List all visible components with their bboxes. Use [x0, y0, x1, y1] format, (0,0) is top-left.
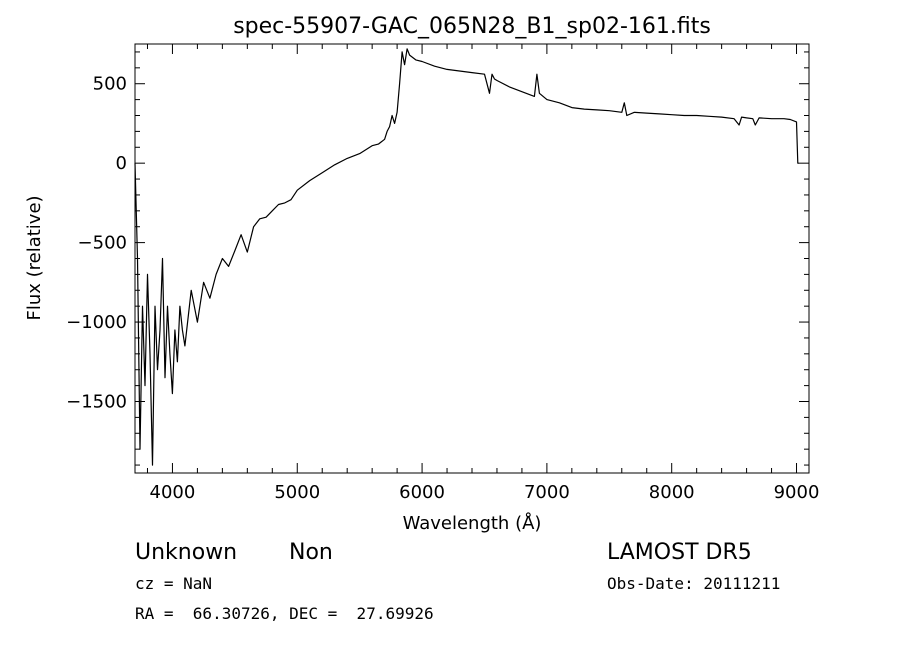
x-tick-label: 6000: [399, 482, 445, 503]
spectrum-line: [134, 48, 799, 466]
y-tick-label: 500: [93, 74, 127, 95]
axis-ticks: [135, 44, 809, 473]
object-subclass: Non: [289, 540, 333, 565]
y-tick-label: −1500: [66, 392, 127, 413]
y-tick-labels: −1500 −1000 −500 0 500: [66, 74, 127, 413]
x-tick-labels: 4000 5000 6000 7000 8000 9000: [150, 482, 820, 503]
x-tick-label: 7000: [524, 482, 570, 503]
radec-text: RA = 66.30726, DEC = 27.69926: [135, 604, 434, 623]
x-tick-label: 9000: [774, 482, 820, 503]
x-tick-label: 4000: [150, 482, 196, 503]
x-axis-label: Wavelength (Å): [403, 512, 542, 534]
y-tick-label: −500: [78, 233, 127, 254]
object-class: Unknown: [135, 540, 238, 565]
y-tick-label: −1000: [66, 312, 127, 333]
survey-name: LAMOST DR5: [607, 540, 752, 565]
chart-title: spec-55907-GAC_065N28_B1_sp02-161.fits: [233, 14, 711, 39]
plot-frame: [134, 43, 810, 474]
y-axis-label: Flux (relative): [24, 195, 45, 320]
y-tick-label: 0: [116, 153, 127, 174]
obs-date-text: Obs-Date: 20111211: [607, 574, 781, 593]
x-tick-label: 8000: [649, 482, 695, 503]
redshift-text: cz = NaN: [135, 574, 213, 593]
x-tick-label: 5000: [274, 482, 320, 503]
